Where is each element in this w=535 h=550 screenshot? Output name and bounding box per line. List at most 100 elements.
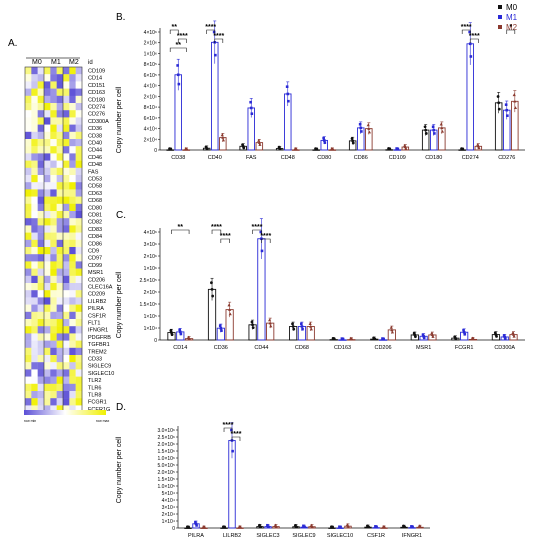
y-tick-label: 8×10⁵ [144,62,157,68]
heatmap-color-scale [24,410,106,415]
heatmap-cell [63,103,70,111]
heatmap-cell [56,376,64,384]
heatmap-gene-label: TLR6 [88,385,101,391]
data-point [421,333,425,336]
heatmap-cell [69,146,76,154]
data-point [468,42,472,46]
heatmap-scale-max: row max [96,419,109,423]
heatmap-gene-label: CD84 [88,234,102,240]
heatmap-cell [50,167,57,176]
heatmap-cell [69,362,76,370]
heatmap-cell [50,124,57,132]
heatmap-cell [69,139,76,147]
y-tick-label: 1.5×10⁵ [139,302,157,308]
heatmap-cell [44,391,51,399]
heatmap-cell [56,189,64,197]
x-tick-label: CSF1R [367,533,385,539]
data-point [294,147,299,151]
heatmap-cell [37,340,45,348]
heatmap-cell [37,175,45,183]
heatmap-cell [56,175,64,183]
heatmap-cell [63,110,70,118]
x-tick-label: IFNGR1 [402,533,422,539]
heatmap-cell [75,405,83,413]
heatmap-gene-label: CD36 [88,126,102,132]
data-point [310,525,315,529]
data-point [414,335,417,339]
heatmap-cell [31,95,38,104]
heatmap-cell [69,369,76,377]
significance-bracket [169,29,179,34]
data-point [367,525,371,529]
heatmap-cell [44,362,51,370]
data-point [506,114,509,117]
y-tick-label: 2.5×10⁶ [158,435,176,441]
data-point [295,525,299,529]
legend: M0 M1 M2 [498,3,518,32]
heatmap-cell [75,95,83,104]
heatmap-gene-label: CD180 [88,97,105,103]
x-tick-label: FAS [246,155,257,161]
heatmap-cell [31,383,38,392]
data-point [211,294,215,298]
heatmap-cell [37,405,45,413]
heatmap-cell [37,167,45,176]
heatmap-cell [56,362,64,370]
heatmap-gene-label: CD40 [88,141,102,147]
heatmap-cell [63,182,70,190]
heatmap-cell [25,139,32,147]
chart-d: Copy number per cell 01×10⁴2×10⁴3×10⁴4×1… [116,422,430,539]
heatmap-cell [63,275,70,284]
heatmap-gene-label: LILRB2 [88,299,106,305]
heatmap-cell [31,103,38,111]
heatmap-cell [56,167,64,176]
heatmap-cell [69,74,76,82]
x-tick-label: MSR1 [416,345,431,351]
heatmap-cell [37,232,45,240]
heatmap-cell [31,67,38,75]
heatmap-cell [25,254,32,262]
heatmap-cell [31,398,38,406]
y-tick-label: 5×10⁴ [162,491,175,497]
heatmap-cell [50,304,57,312]
heatmap-cell [75,211,83,219]
heatmap-cell [50,383,57,392]
data-point [351,139,355,143]
heatmap-cell [50,182,57,190]
data-point [440,126,444,130]
heatmap-cell [50,340,57,348]
heatmap-cell [31,167,38,176]
heatmap-cell [31,146,38,154]
heatmap-cell [25,391,32,399]
data-point [315,147,319,151]
heatmap-cell [69,290,76,298]
heatmap-cell [37,333,45,341]
data-point [424,128,428,132]
heatmap-cell [25,203,32,212]
heatmap-gene-label: CD63 [88,191,102,197]
heatmap-gene-label: CD109 [88,69,105,75]
heatmap-cell [63,153,70,161]
data-point [424,132,428,135]
heatmap-gene-label: CD274 [88,105,105,111]
heatmap-cell [31,81,38,89]
data-point [513,99,517,103]
y-tick-label: 5.0×10⁵ [157,463,175,469]
heatmap-cell [69,124,76,132]
heatmap-cell [69,182,76,190]
heatmap-cell [63,88,70,96]
heatmap-cell [37,254,45,262]
heatmap-cell [37,391,45,399]
heatmap-cell [50,81,57,89]
heatmap-gene-label: CD53 [88,177,102,183]
heatmap-cell [56,347,64,356]
heatmap-cell [56,247,64,255]
data-point [322,139,326,142]
x-tick-label: CD276 [498,155,515,161]
heatmap-cell [31,275,38,284]
heatmap-cell [63,355,70,363]
heatmap-cell [75,139,83,147]
data-point [512,93,516,97]
heatmap-cell [25,131,32,140]
heatmap-cell [56,391,64,399]
